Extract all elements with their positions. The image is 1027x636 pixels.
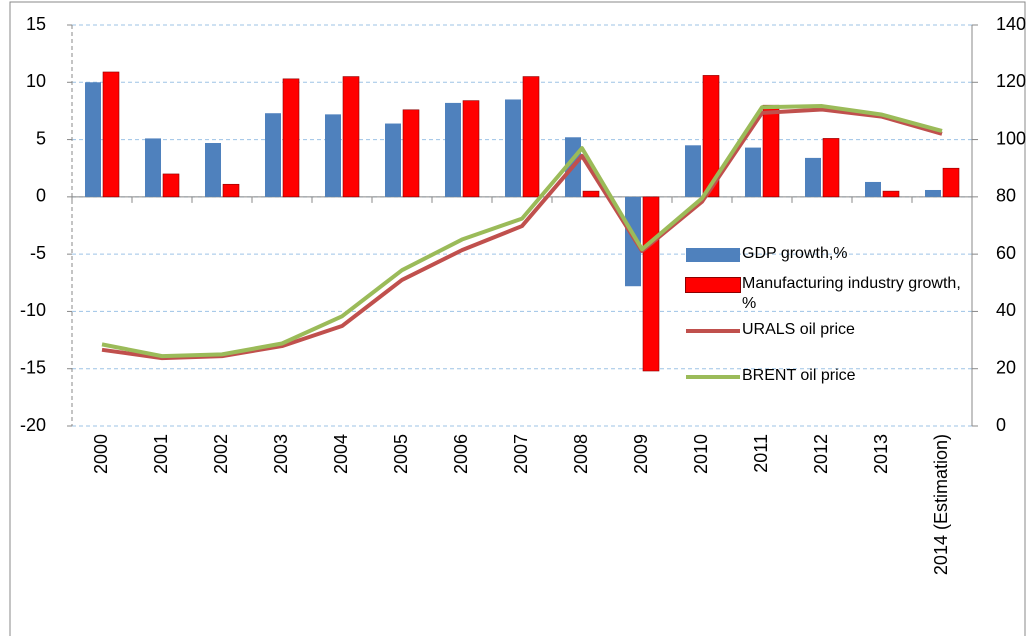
legend-label: URALS oil price bbox=[742, 321, 855, 338]
bar bbox=[822, 138, 840, 198]
legend-item: URALS oil price bbox=[684, 320, 972, 340]
bar bbox=[102, 71, 120, 198]
x-tick-label: 2004 bbox=[331, 434, 351, 474]
y2-tick-label: 80 bbox=[996, 186, 1016, 206]
x-tick-label: 2005 bbox=[391, 434, 411, 474]
legend-item: Manufacturing industry growth, % bbox=[684, 274, 972, 314]
bar bbox=[325, 114, 341, 197]
bar bbox=[265, 113, 281, 197]
chart-border bbox=[9, 1, 1026, 636]
bar bbox=[642, 196, 660, 372]
bar bbox=[865, 181, 881, 197]
legend-label: GDP growth,% bbox=[742, 245, 848, 262]
bar bbox=[445, 102, 461, 197]
x-tick-label: 2003 bbox=[271, 434, 291, 474]
y-tick-label: 10 bbox=[26, 71, 46, 91]
bar bbox=[702, 75, 720, 198]
bar bbox=[85, 82, 101, 197]
bar bbox=[805, 157, 821, 197]
bar bbox=[745, 147, 761, 197]
bar bbox=[522, 76, 540, 198]
bar bbox=[282, 78, 300, 198]
x-tick-label: 2011 bbox=[751, 434, 771, 473]
bar bbox=[505, 99, 521, 197]
x-tick-label: 2012 bbox=[811, 434, 831, 474]
y2-tick-label: 140 bbox=[996, 14, 1026, 34]
legend-label: BRENT oil price bbox=[742, 367, 856, 384]
x-tick-label: 2002 bbox=[211, 434, 231, 474]
y-tick-label: -5 bbox=[30, 243, 46, 263]
bar bbox=[762, 104, 780, 198]
bar bbox=[402, 109, 420, 198]
legend-item: GDP growth,% bbox=[684, 244, 972, 264]
legend-swatch bbox=[686, 329, 740, 333]
bar bbox=[625, 196, 641, 287]
legend: GDP growth,% Manufacturing industry growt… bbox=[684, 244, 974, 396]
y2-tick-label: 40 bbox=[996, 300, 1016, 320]
bar bbox=[162, 173, 180, 198]
bar bbox=[145, 138, 161, 197]
y2-tick-label: 20 bbox=[996, 357, 1016, 377]
y-tick-label: -15 bbox=[20, 357, 46, 377]
legend-item: BRENT oil price bbox=[684, 366, 972, 386]
bar bbox=[942, 167, 960, 198]
bar bbox=[222, 183, 240, 198]
x-tick-label: 2013 bbox=[871, 434, 891, 474]
y2-tick-label: 100 bbox=[996, 128, 1026, 148]
x-tick-label: 2014 (Estimation) bbox=[931, 434, 951, 575]
line bbox=[101, 104, 943, 359]
y-tick-label: -10 bbox=[20, 300, 46, 320]
bar bbox=[342, 76, 360, 198]
legend-swatch bbox=[686, 248, 740, 262]
y-tick-label: -20 bbox=[20, 415, 46, 435]
x-tick-label: 2010 bbox=[691, 434, 711, 474]
bar bbox=[685, 145, 701, 197]
x-tick-label: 2008 bbox=[571, 434, 591, 474]
y-tick-label: 5 bbox=[36, 128, 46, 148]
y-tick-label: 0 bbox=[36, 186, 46, 206]
bar bbox=[462, 100, 480, 198]
x-tick-label: 2000 bbox=[91, 434, 111, 474]
bar bbox=[205, 143, 221, 197]
x-tick-label: 2001 bbox=[151, 434, 171, 474]
legend-swatch bbox=[685, 277, 741, 293]
y-tick-label: 15 bbox=[26, 14, 46, 34]
x-tick-label: 2007 bbox=[511, 434, 531, 474]
x-tick-label: 2009 bbox=[631, 434, 651, 474]
bar bbox=[882, 190, 900, 198]
legend-swatch bbox=[686, 375, 740, 379]
bar bbox=[582, 190, 600, 198]
y2-tick-label: 120 bbox=[996, 71, 1026, 91]
legend-label: Manufacturing industry growth, % bbox=[742, 275, 961, 312]
y2-tick-label: 0 bbox=[996, 415, 1006, 435]
x-tick-label: 2006 bbox=[451, 434, 471, 474]
y2-tick-label: 60 bbox=[996, 243, 1016, 263]
bar bbox=[385, 123, 401, 197]
bar bbox=[925, 189, 941, 197]
